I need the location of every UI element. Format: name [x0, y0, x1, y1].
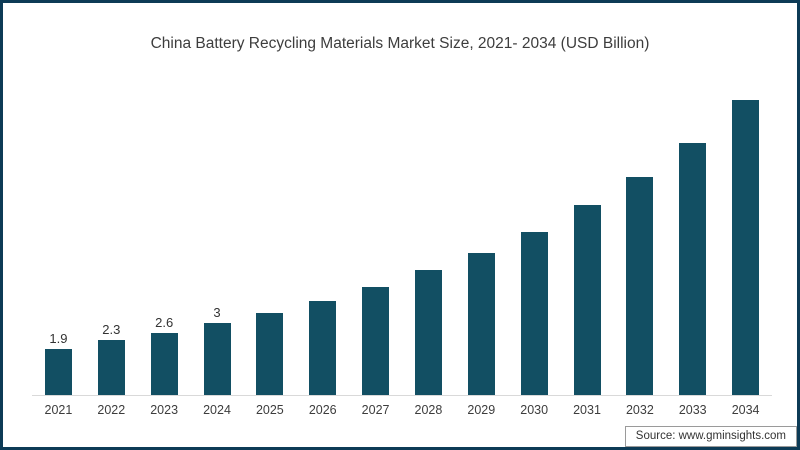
bar-2023 — [150, 333, 178, 395]
bar-2032 — [626, 177, 654, 395]
x-tick-label: 2021 — [44, 403, 73, 417]
x-tick-label: 2026 — [308, 403, 337, 417]
bar-slot-2026 — [296, 83, 349, 395]
bar-2033 — [679, 143, 707, 395]
x-tick-label: 2024 — [203, 403, 231, 417]
bar-slot-2021: 1.9 — [32, 83, 85, 395]
bar-2027 — [362, 287, 390, 395]
x-tick-label: 2025 — [255, 403, 284, 417]
source-box: Source: www.gminsights.com — [624, 426, 797, 447]
bar-slot-2022: 2.3 — [85, 83, 138, 395]
x-tick-label: 2022 — [97, 403, 126, 417]
bar-slot-2033 — [666, 83, 719, 395]
bar-2031 — [573, 205, 601, 395]
plot-area: 1.9 2.3 2.6 3 — [32, 83, 772, 395]
bar-value-label: 2.6 — [155, 315, 174, 330]
bar-slot-2027 — [349, 83, 402, 395]
bar-2024 — [203, 323, 231, 395]
x-tick-label: 2030 — [520, 403, 549, 417]
bar-slot-2034 — [719, 83, 772, 395]
bar-slot-2023: 2.6 — [138, 83, 191, 395]
bar-2030 — [520, 232, 548, 395]
chart-title: China Battery Recycling Materials Market… — [150, 35, 650, 52]
x-tick-label: 2029 — [467, 403, 496, 417]
source-text: Source: www.gminsights.com — [635, 430, 786, 442]
bar-2028 — [414, 270, 442, 395]
bar-slot-2032 — [613, 83, 666, 395]
bar-slot-2031 — [561, 83, 614, 395]
bar-slot-2028 — [402, 83, 455, 395]
x-tick-label: 2028 — [414, 403, 443, 417]
x-tick-label: 2032 — [625, 403, 654, 417]
x-tick-label: 2031 — [573, 403, 601, 417]
bar-2022 — [97, 340, 125, 395]
bar-slot-2025 — [243, 83, 296, 395]
x-axis-labels: 2021 2022 2023 2024 2025 2026 2027 2028 2029 2030… — [32, 403, 772, 417]
bar-2034 — [732, 100, 760, 395]
bar-value-label: 1.9 — [49, 331, 68, 346]
x-axis-line — [32, 395, 772, 396]
x-tick-label: 2023 — [150, 403, 179, 417]
x-tick-label: 2033 — [678, 403, 707, 417]
x-tick-label: 2027 — [361, 403, 390, 417]
bar-slot-2029 — [455, 83, 508, 395]
bar-slot-2030 — [508, 83, 561, 395]
bar-2026 — [309, 301, 337, 395]
bar-2025 — [256, 313, 284, 395]
bar-2029 — [467, 253, 495, 395]
bar-2021 — [44, 349, 72, 395]
x-tick-label: 2034 — [731, 403, 760, 417]
bar-slot-2024: 3 — [191, 83, 244, 395]
bar-value-label: 3 — [213, 305, 221, 320]
bar-value-label: 2.3 — [102, 322, 121, 337]
